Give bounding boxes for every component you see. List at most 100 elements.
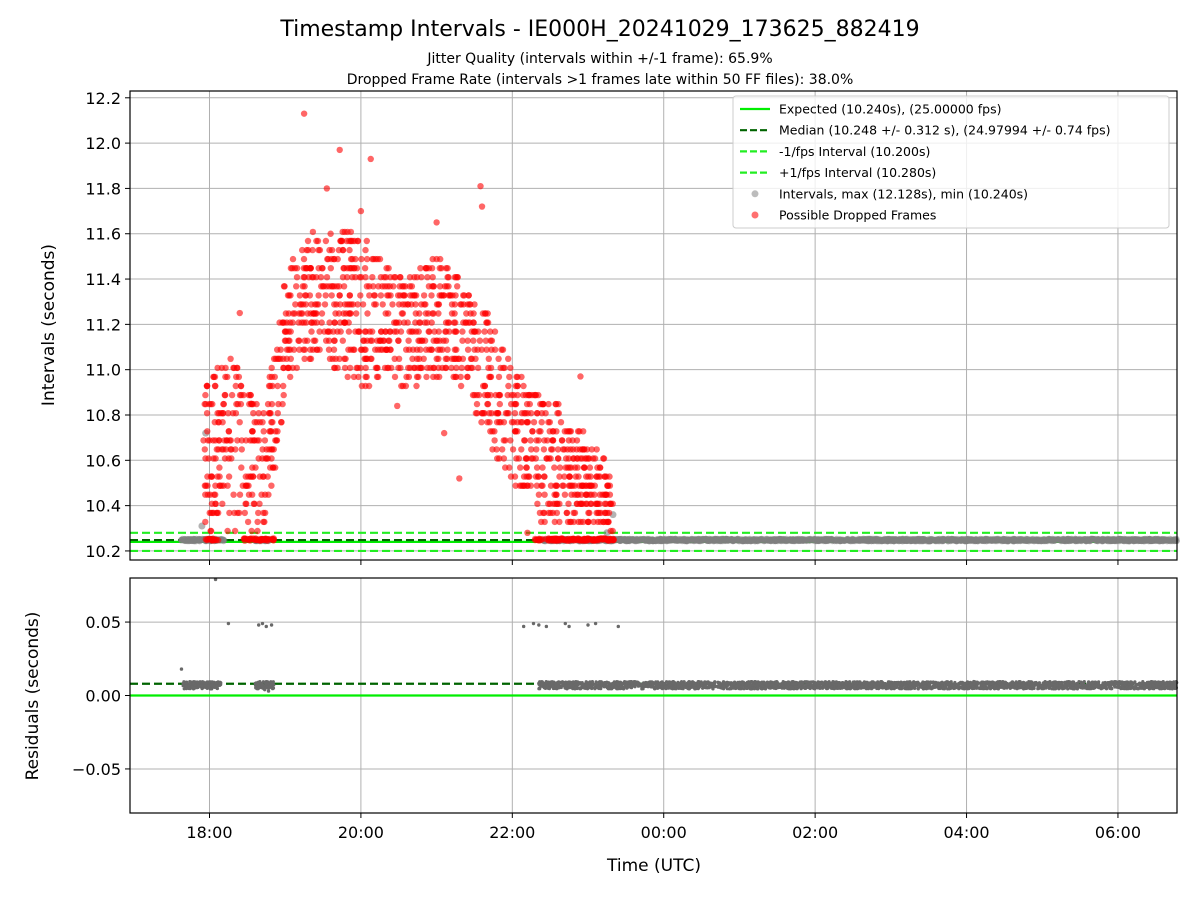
interval-point bbox=[1017, 538, 1024, 545]
dropped-frame-point bbox=[442, 319, 450, 326]
dropped-frame-point bbox=[320, 283, 327, 290]
dropped-frame-point bbox=[241, 509, 248, 517]
interval-point bbox=[1136, 537, 1143, 544]
dropped-frame-point bbox=[225, 428, 232, 435]
dropped-frame-point bbox=[450, 319, 458, 326]
dropped-frame-point bbox=[259, 455, 266, 462]
dropped-frame-point bbox=[250, 500, 257, 507]
dropped-frame-point bbox=[218, 364, 225, 372]
dropped-frame-point bbox=[247, 473, 254, 480]
dropped-frame-point bbox=[306, 265, 314, 272]
dropped-frame-point bbox=[429, 274, 436, 281]
interval-point bbox=[857, 536, 864, 543]
dropped-frame-point bbox=[363, 255, 371, 263]
dropped-frame-point bbox=[202, 455, 209, 462]
dropped-frame-point bbox=[538, 482, 545, 489]
dropped-frame-point bbox=[428, 346, 435, 353]
dropped-frame-point bbox=[418, 337, 425, 344]
dropped-frame-point bbox=[367, 155, 374, 163]
interval-point bbox=[1038, 538, 1045, 545]
dropped-frame-point bbox=[328, 246, 336, 254]
dropped-frame-point bbox=[364, 355, 371, 362]
legend-label: -1/fps Interval (10.200s) bbox=[779, 144, 930, 159]
dropped-frame-point bbox=[585, 473, 592, 480]
dropped-frame-point bbox=[512, 428, 519, 435]
dropped-frame-point bbox=[527, 437, 534, 444]
dropped-frame-point bbox=[610, 535, 617, 543]
dropped-frame-point bbox=[211, 373, 219, 381]
dropped-frame-point bbox=[242, 500, 249, 507]
dropped-frame-point bbox=[355, 373, 362, 381]
interval-point bbox=[1048, 536, 1054, 543]
dropped-frame-point bbox=[322, 292, 329, 299]
dropped-frame-point bbox=[379, 301, 386, 308]
dropped-frame-point bbox=[458, 301, 465, 308]
dropped-frame-point bbox=[358, 382, 366, 390]
dropped-frame-point bbox=[249, 491, 256, 498]
dropped-frame-point bbox=[435, 364, 442, 372]
dropped-frame-point bbox=[487, 328, 494, 335]
dropped-frame-point bbox=[487, 337, 494, 344]
interval-point bbox=[759, 536, 766, 542]
interval-point bbox=[622, 536, 629, 543]
dropped-frame-point bbox=[341, 364, 349, 372]
legend-label: Intervals, max (12.128s), min (10.240s) bbox=[779, 186, 1028, 201]
dropped-frame-point bbox=[293, 274, 301, 281]
dropped-frame-point bbox=[567, 518, 574, 526]
dropped-frame-point bbox=[287, 265, 295, 272]
dropped-frame-point bbox=[303, 246, 310, 254]
dropped-frame-point bbox=[328, 292, 335, 299]
interval-point bbox=[1150, 536, 1157, 542]
dropped-frame-point bbox=[225, 473, 233, 480]
dropped-frame-point bbox=[473, 410, 481, 417]
dropped-frame-point bbox=[392, 319, 400, 326]
dropped-frame-point bbox=[433, 219, 440, 226]
dropped-frame-point bbox=[556, 500, 563, 507]
dropped-frame-point bbox=[545, 400, 552, 408]
dropped-frame-point bbox=[377, 274, 385, 281]
dropped-frame-point bbox=[533, 437, 540, 444]
residual-point bbox=[201, 680, 205, 684]
dropped-frame-point bbox=[417, 364, 424, 372]
dropped-frame-point bbox=[482, 337, 490, 344]
dropped-frame-point bbox=[423, 373, 430, 381]
dropped-frame-point bbox=[323, 185, 331, 192]
dropped-frame-point bbox=[263, 446, 270, 453]
dropped-frame-point bbox=[535, 491, 543, 498]
dropped-frame-point bbox=[218, 482, 225, 489]
dropped-frame-point bbox=[483, 346, 490, 353]
dropped-frame-point bbox=[526, 391, 533, 399]
dropped-frame-point bbox=[345, 328, 353, 335]
dropped-frame-point bbox=[502, 410, 510, 417]
interval-point bbox=[1083, 538, 1090, 545]
dropped-frame-point bbox=[524, 529, 531, 537]
dropped-frame-point bbox=[523, 464, 530, 471]
interval-point bbox=[751, 536, 757, 543]
dropped-frame-point bbox=[314, 237, 322, 245]
dropped-frame-point bbox=[520, 382, 527, 390]
dropped-frame-point bbox=[242, 473, 249, 480]
dropped-frame-point bbox=[554, 455, 562, 462]
dropped-frame-point bbox=[535, 473, 542, 480]
residual-point bbox=[188, 683, 192, 687]
dropped-frame-point bbox=[203, 410, 211, 417]
dropped-frame-point bbox=[272, 428, 279, 435]
dropped-frame-point bbox=[541, 491, 548, 498]
dropped-frame-point bbox=[307, 346, 314, 353]
dropped-frame-point bbox=[555, 410, 562, 417]
dropped-frame-point bbox=[509, 446, 517, 453]
dropped-frame-point bbox=[353, 310, 360, 317]
interval-point bbox=[1076, 537, 1083, 544]
dropped-frame-point bbox=[359, 301, 367, 308]
dropped-frame-point bbox=[533, 446, 540, 453]
dropped-frame-point bbox=[301, 355, 308, 362]
dropped-frame-point bbox=[358, 255, 365, 263]
dropped-frame-point bbox=[526, 400, 533, 408]
dropped-frame-point bbox=[264, 400, 272, 408]
dropped-frame-point bbox=[300, 319, 307, 326]
dropped-frame-point bbox=[593, 473, 600, 480]
interval-point bbox=[879, 536, 886, 543]
dropped-frame-point bbox=[444, 346, 451, 353]
interval-point bbox=[1116, 538, 1123, 545]
dropped-frame-point bbox=[369, 328, 376, 335]
